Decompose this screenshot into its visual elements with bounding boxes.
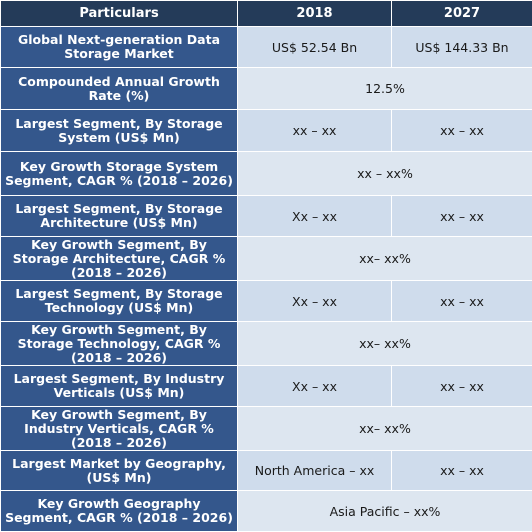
row-label: Global Next-generation Data Storage Mark… — [1, 27, 238, 68]
row-label: Key Growth Segment, By Industry Vertical… — [1, 407, 238, 451]
row-label: Largest Segment, By Storage Technology (… — [1, 281, 238, 322]
table-row: Key Growth Segment, By Storage Architect… — [1, 237, 532, 281]
table-row: Compounded Annual Growth Rate (%) 12.5% — [1, 68, 532, 110]
row-label: Largest Segment, By Storage Architecture… — [1, 196, 238, 237]
value-span: xx– xx% — [238, 237, 532, 281]
row-label: Compounded Annual Growth Rate (%) — [1, 68, 238, 110]
value-span: xx – xx% — [238, 152, 532, 196]
header-2018: 2018 — [238, 1, 392, 27]
value-span: Asia Pacific – xx% — [238, 491, 532, 532]
value-2027: xx – xx — [392, 451, 532, 491]
table-row: Key Growth Storage System Segment, CAGR … — [1, 152, 532, 196]
row-label: Largest Segment, By Industry Verticals (… — [1, 366, 238, 407]
value-2018: US$ 52.54 Bn — [238, 27, 392, 68]
value-span: xx– xx% — [238, 407, 532, 451]
value-span: xx– xx% — [238, 322, 532, 366]
row-label: Key Growth Segment, By Storage Technolog… — [1, 322, 238, 366]
value-2027: xx – xx — [392, 110, 532, 152]
value-2027: xx – xx — [392, 366, 532, 407]
row-label: Key Growth Geography Segment, CAGR % (20… — [1, 491, 238, 532]
table-row: Largest Segment, By Storage Architecture… — [1, 196, 532, 237]
table-row: Largest Segment, By Storage System (US$ … — [1, 110, 532, 152]
value-2018: xx – xx — [238, 110, 392, 152]
row-label: Key Growth Storage System Segment, CAGR … — [1, 152, 238, 196]
table-row: Global Next-generation Data Storage Mark… — [1, 27, 532, 68]
header-2027: 2027 — [392, 1, 532, 27]
header-particulars: Particulars — [1, 1, 238, 27]
table-row: Largest Segment, By Industry Verticals (… — [1, 366, 532, 407]
value-2018: North America – xx — [238, 451, 392, 491]
header-row: Particulars 2018 2027 — [1, 1, 532, 27]
row-label: Key Growth Segment, By Storage Architect… — [1, 237, 238, 281]
value-2018: Xx – xx — [238, 196, 392, 237]
value-2027: US$ 144.33 Bn — [392, 27, 532, 68]
row-label: Largest Market by Geography, (US$ Mn) — [1, 451, 238, 491]
row-label: Largest Segment, By Storage System (US$ … — [1, 110, 238, 152]
value-2027: xx – xx — [392, 281, 532, 322]
value-2027: xx – xx — [392, 196, 532, 237]
table-row: Key Growth Segment, By Industry Vertical… — [1, 407, 532, 451]
value-2018: Xx – xx — [238, 366, 392, 407]
table-row: Largest Market by Geography, (US$ Mn) No… — [1, 451, 532, 491]
value-2018: Xx – xx — [238, 281, 392, 322]
table-row: Key Growth Geography Segment, CAGR % (20… — [1, 491, 532, 532]
value-span: 12.5% — [238, 68, 532, 110]
table-row: Largest Segment, By Storage Technology (… — [1, 281, 532, 322]
table-row: Key Growth Segment, By Storage Technolog… — [1, 322, 532, 366]
